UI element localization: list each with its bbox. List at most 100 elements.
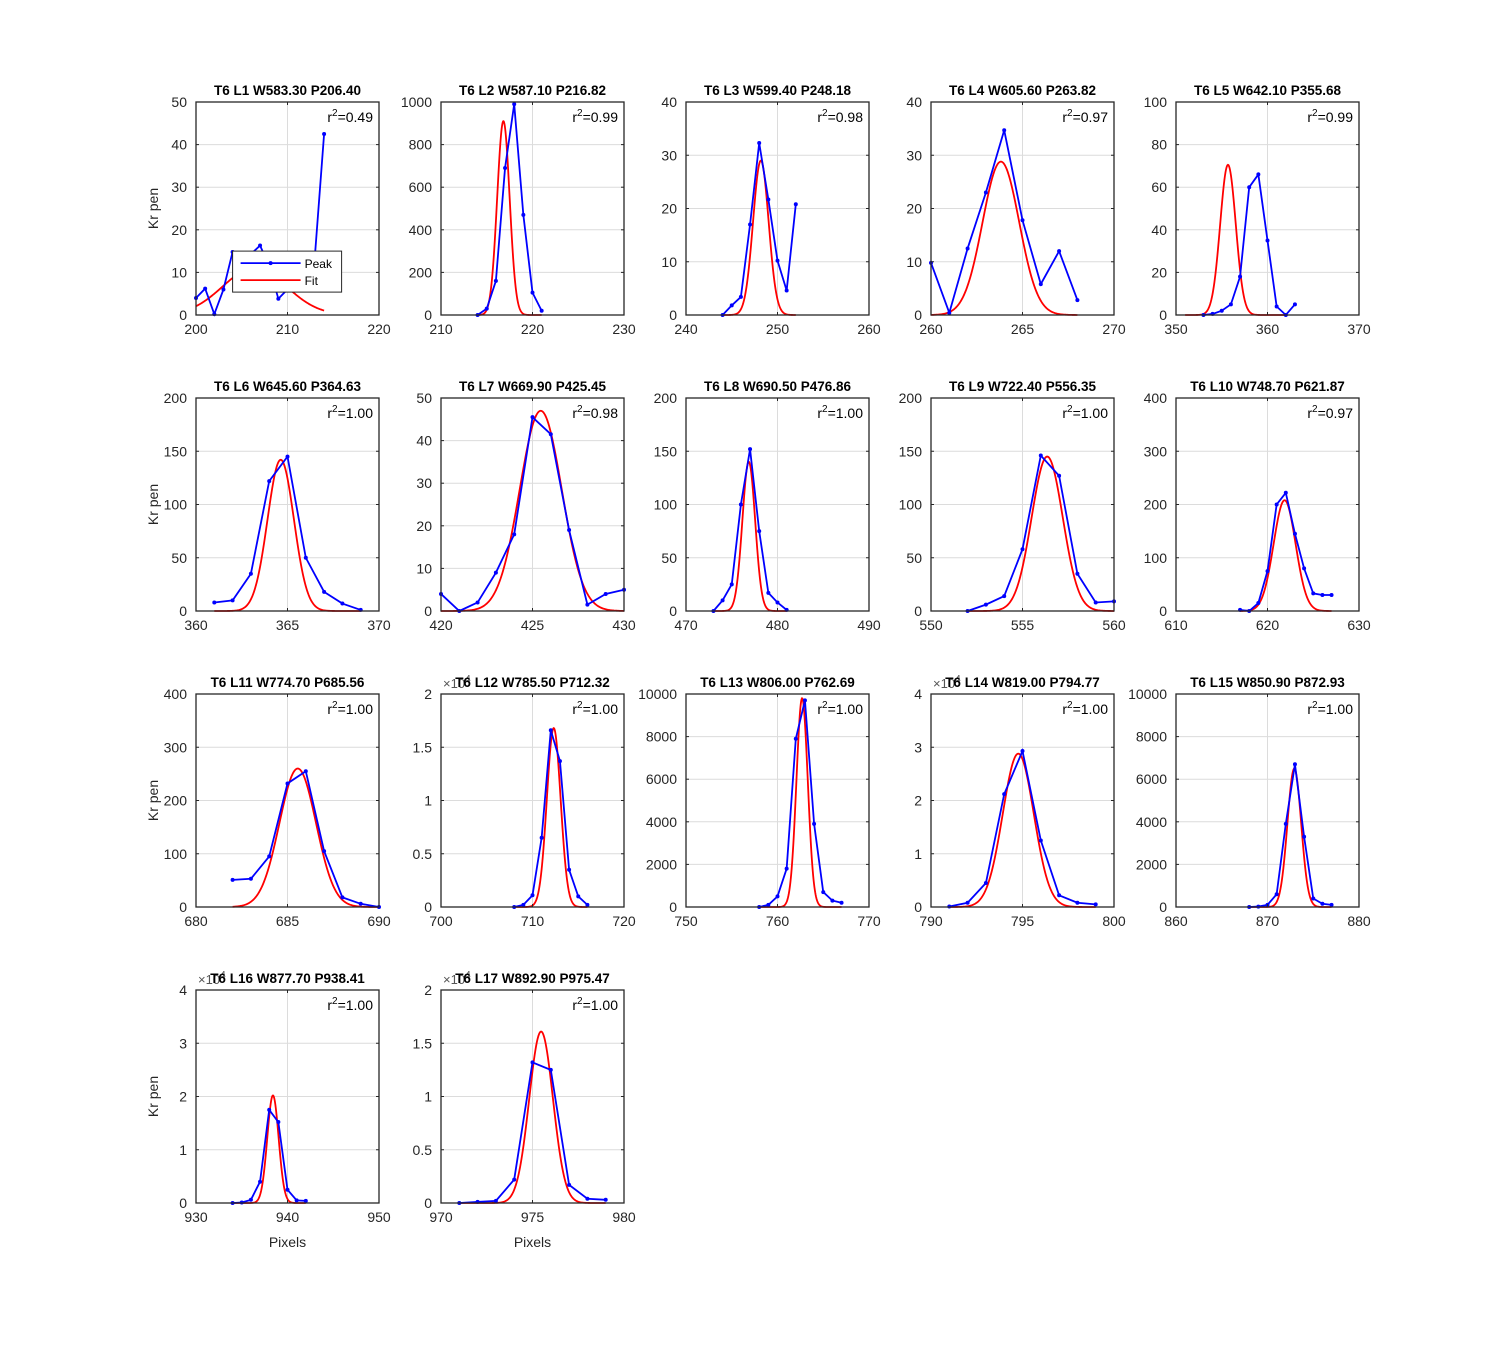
y-tick-label: 200 <box>1144 497 1168 513</box>
y-tick-label: 50 <box>906 550 922 566</box>
subplot: 550 555 560 0 50 100 150 200 T6 L9 W722.40 P556.… <box>899 379 1126 633</box>
r-squared-label: r2=1.00 <box>327 404 373 421</box>
peak-line <box>758 700 842 908</box>
legend-peak-label: Peak <box>305 257 333 271</box>
r-squared-label: r2=0.49 <box>327 108 373 125</box>
x-tick-label: 270 <box>1102 321 1126 337</box>
y-tick-label: 2000 <box>1136 856 1167 872</box>
x-tick-label: 220 <box>521 321 545 337</box>
y-tick-label: 2 <box>424 982 432 998</box>
fit-curve <box>232 767 379 908</box>
y-tick-label: 10 <box>906 254 922 270</box>
y-tick-label: 4000 <box>646 814 677 830</box>
x-tick-label: 700 <box>429 913 453 929</box>
peak-point <box>729 303 734 308</box>
y-tick-label: 4 <box>914 686 922 702</box>
peak-point <box>548 432 553 437</box>
y-tick-label: 40 <box>416 433 432 449</box>
r-squared-label: r2=0.97 <box>1307 404 1353 421</box>
x-axis-label: Pixels <box>269 1234 306 1250</box>
y-tick-label: 3 <box>914 739 922 755</box>
peak-point <box>1038 838 1043 843</box>
y-tick-label: 20 <box>906 201 922 217</box>
y-tick-label: 0 <box>424 1195 432 1211</box>
x-tick-label: 260 <box>919 321 943 337</box>
peak-point <box>1228 302 1233 307</box>
y-tick-label: 1.5 <box>413 739 433 755</box>
fit-curve <box>441 409 625 612</box>
peak-point <box>340 601 345 606</box>
r-squared-label: r2=0.99 <box>572 108 618 125</box>
peak-point <box>775 258 780 263</box>
y-tick-label: 2 <box>179 1089 187 1105</box>
subplot-title: T6 L3 W599.40 P248.18 <box>704 83 852 98</box>
subplot: 260 265 270 0 10 20 30 40 T6 L4 W605.60 P263.82 r… <box>906 83 1125 337</box>
peak-point <box>285 781 290 786</box>
x-tick-label: 870 <box>1256 913 1280 929</box>
peak-point <box>603 1197 608 1202</box>
peak-point <box>983 602 988 607</box>
x-tick-label: 240 <box>674 321 698 337</box>
r-squared-label: r2=1.00 <box>1062 700 1108 717</box>
y-tick-label: 2 <box>424 686 432 702</box>
y-tick-label: 0 <box>179 1195 187 1211</box>
y-tick-label: 0 <box>424 603 432 619</box>
r-squared-label: r2=1.00 <box>817 404 863 421</box>
x-tick-label: 795 <box>1011 913 1035 929</box>
peak-point <box>248 876 253 881</box>
peak-point <box>1020 218 1025 223</box>
peak-point <box>1256 172 1261 177</box>
y-tick-label: 40 <box>171 137 187 153</box>
y-exponent-label: ×104 <box>933 674 961 691</box>
y-tick-label: 6000 <box>1136 771 1167 787</box>
x-tick-label: 550 <box>919 617 943 633</box>
subplot-title: T6 L13 W806.00 P762.69 <box>700 675 855 690</box>
subplot-title: T6 L5 W642.10 P355.68 <box>1194 83 1342 98</box>
y-tick-label: 200 <box>164 793 188 809</box>
peak-point <box>303 1198 308 1203</box>
peak-point <box>1057 893 1062 898</box>
x-tick-label: 560 <box>1102 617 1126 633</box>
peak-point <box>1093 902 1098 907</box>
peak-point <box>1075 298 1080 303</box>
peak-point <box>983 881 988 886</box>
peak-point <box>285 1187 290 1192</box>
peak-point <box>521 212 526 217</box>
y-tick-label: 300 <box>1144 443 1168 459</box>
y-axis-label: Kr pen <box>145 780 161 821</box>
y-tick-label: 1 <box>424 793 432 809</box>
peak-point <box>1274 502 1279 507</box>
peak-point <box>757 529 762 534</box>
y-exponent-label: ×104 <box>443 970 471 987</box>
x-tick-label: 420 <box>429 617 453 633</box>
x-tick-label: 760 <box>766 913 790 929</box>
y-tick-label: 10000 <box>638 686 677 702</box>
x-tick-label: 210 <box>429 321 453 337</box>
x-tick-label: 490 <box>857 617 881 633</box>
x-tick-label: 690 <box>367 913 391 929</box>
peak-point <box>1265 238 1270 243</box>
y-tick-label: 20 <box>661 201 677 217</box>
y-axis-label: Kr pen <box>145 484 161 525</box>
peak-point <box>1320 901 1325 906</box>
y-tick-label: 40 <box>1151 222 1167 238</box>
x-tick-label: 260 <box>857 321 881 337</box>
x-tick-label: 980 <box>612 1209 636 1225</box>
y-tick-label: 1 <box>424 1089 432 1105</box>
peak-point <box>521 902 526 907</box>
peak-point <box>839 900 844 905</box>
peak-point <box>585 902 590 907</box>
y-tick-label: 100 <box>1144 550 1168 566</box>
y-tick-label: 6000 <box>646 771 677 787</box>
peak-point <box>1002 128 1007 133</box>
peak-point <box>1329 902 1334 907</box>
subplot: 210 220 230 0 200 400 600 800 1000 T6 L2 W587.10 … <box>401 83 636 337</box>
x-tick-label: 800 <box>1102 913 1126 929</box>
y-tick-label: 0.5 <box>413 846 433 862</box>
peak-point <box>793 736 798 741</box>
peak-point <box>802 698 807 703</box>
y-tick-label: 100 <box>1144 94 1168 110</box>
peak-point <box>1329 593 1334 598</box>
